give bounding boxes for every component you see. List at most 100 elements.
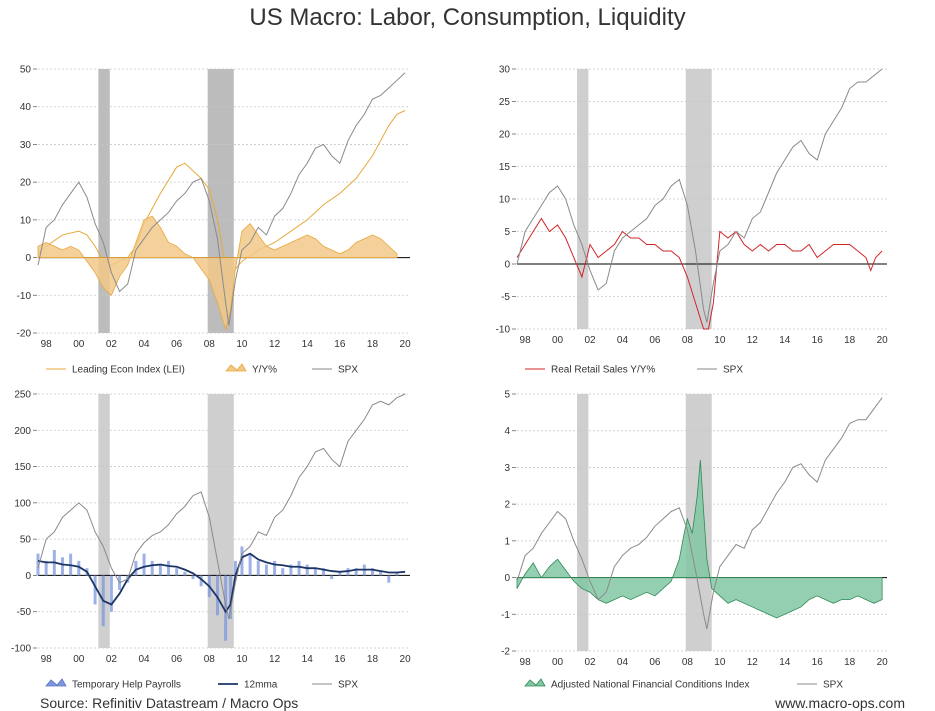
y-tick-label: -10 <box>496 325 511 336</box>
y-tick-label: 25 <box>499 97 511 108</box>
chart-panel-1: -20 -10 0 10 20 30 40 50 98 00 02 04 06 08 10 12 14 16 18 2… <box>17 65 412 376</box>
bar <box>142 553 146 576</box>
y-tick-label: -10 <box>17 291 32 302</box>
x-tick-label: 02 <box>106 654 118 665</box>
x-tick-label: 12 <box>747 335 759 346</box>
x-tick-label: 18 <box>844 657 856 668</box>
bar <box>297 560 301 576</box>
x-tick-label: 06 <box>171 654 183 665</box>
x-tick-label: 18 <box>844 335 856 346</box>
x-tick-label: 04 <box>138 654 150 665</box>
y-tick-label: -1 <box>501 610 510 621</box>
x-tick-label: 08 <box>682 657 694 668</box>
x-tick-label: 10 <box>714 657 726 668</box>
bar <box>229 575 233 619</box>
page-title: US Macro: Labor, Consumption, Liquidity <box>249 4 686 31</box>
bar <box>175 568 179 576</box>
x-tick-label: 06 <box>649 657 661 668</box>
bar <box>77 560 81 576</box>
recession-band <box>577 394 589 651</box>
x-tick-label: 08 <box>204 654 216 665</box>
y-tick-label: 40 <box>20 102 32 113</box>
x-tick-label: 18 <box>367 339 379 350</box>
bar <box>322 568 326 576</box>
bar <box>313 568 317 576</box>
y-tick-label: 0 <box>25 253 31 264</box>
x-tick-label: 12 <box>269 339 281 350</box>
x-tick-label: 98 <box>520 335 532 346</box>
bar <box>273 560 277 576</box>
y-tick-label: -50 <box>17 607 32 618</box>
x-tick-label: 00 <box>73 654 85 665</box>
bar <box>199 575 203 587</box>
bar <box>109 575 113 612</box>
bar <box>224 575 228 641</box>
x-tick-label: 10 <box>236 339 248 350</box>
series-line <box>37 72 406 326</box>
bar <box>44 560 48 576</box>
legend-label: Adjusted National Financial Conditions I… <box>551 680 749 691</box>
bar <box>281 568 285 576</box>
x-tick-label: 00 <box>552 335 564 346</box>
x-tick-label: 02 <box>584 335 596 346</box>
source-note: Source: Refinitiv Datastream / Macro Ops <box>40 695 299 711</box>
series-area <box>516 460 883 619</box>
y-tick-label: 0 <box>25 571 31 582</box>
legend-swatch <box>225 363 247 372</box>
x-tick-label: 04 <box>617 657 629 668</box>
legend-swatch <box>45 678 67 687</box>
bar <box>215 575 219 616</box>
x-tick-label: 14 <box>302 339 314 350</box>
bar <box>158 564 162 576</box>
x-tick-label: 98 <box>520 657 532 668</box>
y-tick-label: 15 <box>499 162 511 173</box>
bar <box>191 575 195 580</box>
x-tick-label: 14 <box>779 335 791 346</box>
legend-label: SPX <box>723 365 743 376</box>
y-tick-label: 5 <box>504 227 510 238</box>
legend-label: Leading Econ Index (LEI) <box>72 365 185 376</box>
website-note: www.macro-ops.com <box>775 695 905 711</box>
y-tick-label: 20 <box>20 178 32 189</box>
y-tick-label: 30 <box>499 65 511 76</box>
bar <box>305 564 309 576</box>
y-tick-label: 0 <box>504 260 510 271</box>
y-tick-label: 3 <box>504 463 510 474</box>
y-tick-label: 150 <box>14 462 31 473</box>
bar <box>338 571 342 576</box>
chart-panel-3: -100 -50 0 50 100 150 200 250 98 00 02 04 06 08 10 12 14… <box>11 390 411 691</box>
x-tick-label: 98 <box>41 339 53 350</box>
y-tick-label: 5 <box>504 390 510 401</box>
x-tick-label: 16 <box>812 657 824 668</box>
legend-label: SPX <box>338 365 358 376</box>
bar <box>330 575 334 580</box>
bar <box>248 553 252 576</box>
bar <box>256 560 260 576</box>
legend-label: Temporary Help Payrolls <box>72 680 181 691</box>
y-tick-label: 2 <box>504 500 510 511</box>
y-tick-label: 250 <box>14 390 31 401</box>
x-tick-label: 08 <box>682 335 694 346</box>
x-tick-label: 00 <box>552 657 564 668</box>
recession-band <box>98 69 110 333</box>
bar <box>36 553 40 576</box>
bar <box>93 575 97 605</box>
legend-label: 12mma <box>244 680 278 691</box>
legend-label: SPX <box>338 680 358 691</box>
y-tick-label: -20 <box>17 329 32 340</box>
y-tick-label: 100 <box>14 498 31 509</box>
bar <box>354 568 358 576</box>
bar <box>370 568 374 576</box>
x-tick-label: 20 <box>400 654 412 665</box>
bar <box>264 564 268 576</box>
x-tick-label: 16 <box>334 654 346 665</box>
bar <box>387 575 391 583</box>
y-tick-label: 0 <box>504 573 510 584</box>
x-tick-label: 08 <box>204 339 216 350</box>
series-line <box>516 68 883 323</box>
series-line <box>37 393 406 620</box>
x-tick-label: 06 <box>649 335 661 346</box>
x-tick-label: 10 <box>714 335 726 346</box>
